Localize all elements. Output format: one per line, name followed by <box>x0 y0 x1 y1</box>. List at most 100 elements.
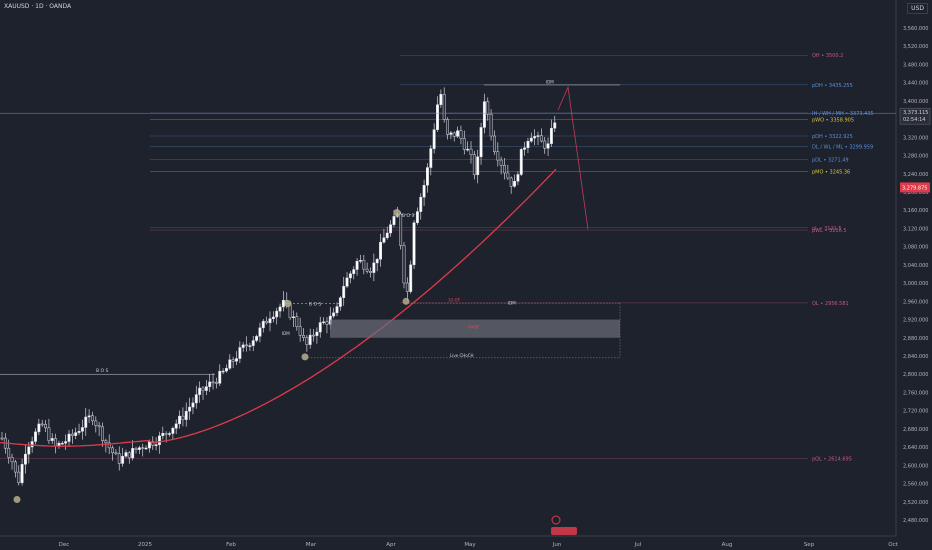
y-tick-label: 3,000.000 <box>903 281 928 287</box>
candle-body <box>513 180 516 187</box>
level-label: pL • 3121.5 <box>812 226 842 232</box>
candle-body <box>479 127 483 158</box>
candle-body <box>459 130 463 139</box>
candle-body <box>429 148 433 168</box>
y-tick-label: 2,880.000 <box>903 336 928 342</box>
candle-body <box>117 453 121 464</box>
liquidity-label: 10-OF <box>448 297 461 302</box>
candle-body <box>415 211 419 223</box>
candle-body <box>208 381 212 387</box>
candle-body <box>392 216 396 225</box>
marker-price-text: 3,373.115 <box>903 110 928 116</box>
candle-body <box>57 442 61 446</box>
candle-body <box>47 427 51 441</box>
candle-body <box>174 423 178 429</box>
candle-body <box>70 433 74 436</box>
candle-body <box>255 336 259 341</box>
last-price-text: 3,279.875 <box>902 185 927 191</box>
candle-body <box>549 127 553 144</box>
candle-body <box>168 433 171 435</box>
candle-body <box>17 471 21 484</box>
candle-body <box>519 149 523 175</box>
candle-body <box>348 273 352 279</box>
candle-body <box>251 340 255 346</box>
candle-body <box>261 320 265 329</box>
candle-body <box>144 447 148 450</box>
candle-body <box>482 101 486 128</box>
y-tick-label: 3,440.000 <box>903 81 928 87</box>
fvg-zone <box>330 319 620 338</box>
candle-body <box>67 433 71 442</box>
y-tick-label: 3,280.000 <box>903 154 928 160</box>
candle-body <box>0 437 4 440</box>
level-label: pDH • 3435.255 <box>812 83 853 89</box>
candle-body <box>536 135 540 137</box>
y-tick-label: 2,800.000 <box>903 372 928 378</box>
x-tick-label: Feb <box>226 542 236 548</box>
candle-body <box>412 222 416 266</box>
candle-body <box>147 441 151 449</box>
candle-body <box>359 260 362 262</box>
candle-body <box>546 143 550 149</box>
candle-body <box>20 464 24 484</box>
projection-path <box>557 85 589 230</box>
candle-body <box>355 260 359 270</box>
candle-body <box>442 94 446 120</box>
y-tick-label: 2,680.000 <box>903 427 928 433</box>
candle-body <box>362 260 366 270</box>
y-tick-label: 3,560.000 <box>903 26 928 32</box>
candle-body <box>281 299 285 308</box>
y-tick-label: 3,040.000 <box>903 263 928 269</box>
y-tick-label: 2,640.000 <box>903 445 928 451</box>
candle-body <box>469 148 473 155</box>
candle-body <box>278 306 282 312</box>
candle-body <box>308 334 312 345</box>
candle-body <box>352 269 356 274</box>
candle-body <box>302 335 305 338</box>
candle-body <box>104 440 108 444</box>
candle-body <box>201 387 205 391</box>
candle-body <box>245 344 249 347</box>
candle-body <box>446 119 450 135</box>
currency-button[interactable]: USD <box>907 3 928 14</box>
x-tick-label: Aug <box>722 542 733 548</box>
candle-body <box>426 167 429 186</box>
candle-body <box>191 402 195 408</box>
candle-body <box>318 322 322 333</box>
bos-label: B O S <box>96 368 108 374</box>
candle-body <box>7 447 11 458</box>
candle-body <box>382 237 386 243</box>
candle-body <box>248 345 252 347</box>
y-tick-label: 2,760.000 <box>903 390 928 396</box>
candle-body <box>97 425 101 428</box>
candle-body <box>221 370 225 373</box>
swing-point-marker <box>393 209 401 216</box>
candle-body <box>419 196 423 212</box>
candle-body <box>214 381 218 384</box>
candle-body <box>456 130 460 137</box>
candle-body <box>405 282 409 292</box>
x-tick-label: May <box>464 542 476 548</box>
candle-body <box>218 370 222 384</box>
candle-body <box>34 431 37 442</box>
level-label: pQL • 2614.695 <box>812 457 852 463</box>
candle-body <box>402 245 406 284</box>
candle-body <box>271 316 275 319</box>
candle-body <box>131 448 135 459</box>
last-price-tag <box>900 182 930 193</box>
marker-timer-text: 02:54:14 <box>903 117 925 123</box>
candle-body <box>265 320 269 324</box>
candle-body <box>44 423 47 429</box>
candle-body <box>529 137 533 142</box>
y-tick-label: 3,200.000 <box>903 190 928 196</box>
y-tick-label: 2,560.000 <box>903 482 928 488</box>
candle-body <box>134 448 138 450</box>
candle-body <box>235 358 238 362</box>
candle-body <box>312 334 316 337</box>
candle-body <box>493 135 496 152</box>
choch-label: Live CHoCH <box>450 353 474 358</box>
candle-body <box>315 331 319 336</box>
candle-body <box>409 264 413 292</box>
candle-body <box>439 94 443 105</box>
